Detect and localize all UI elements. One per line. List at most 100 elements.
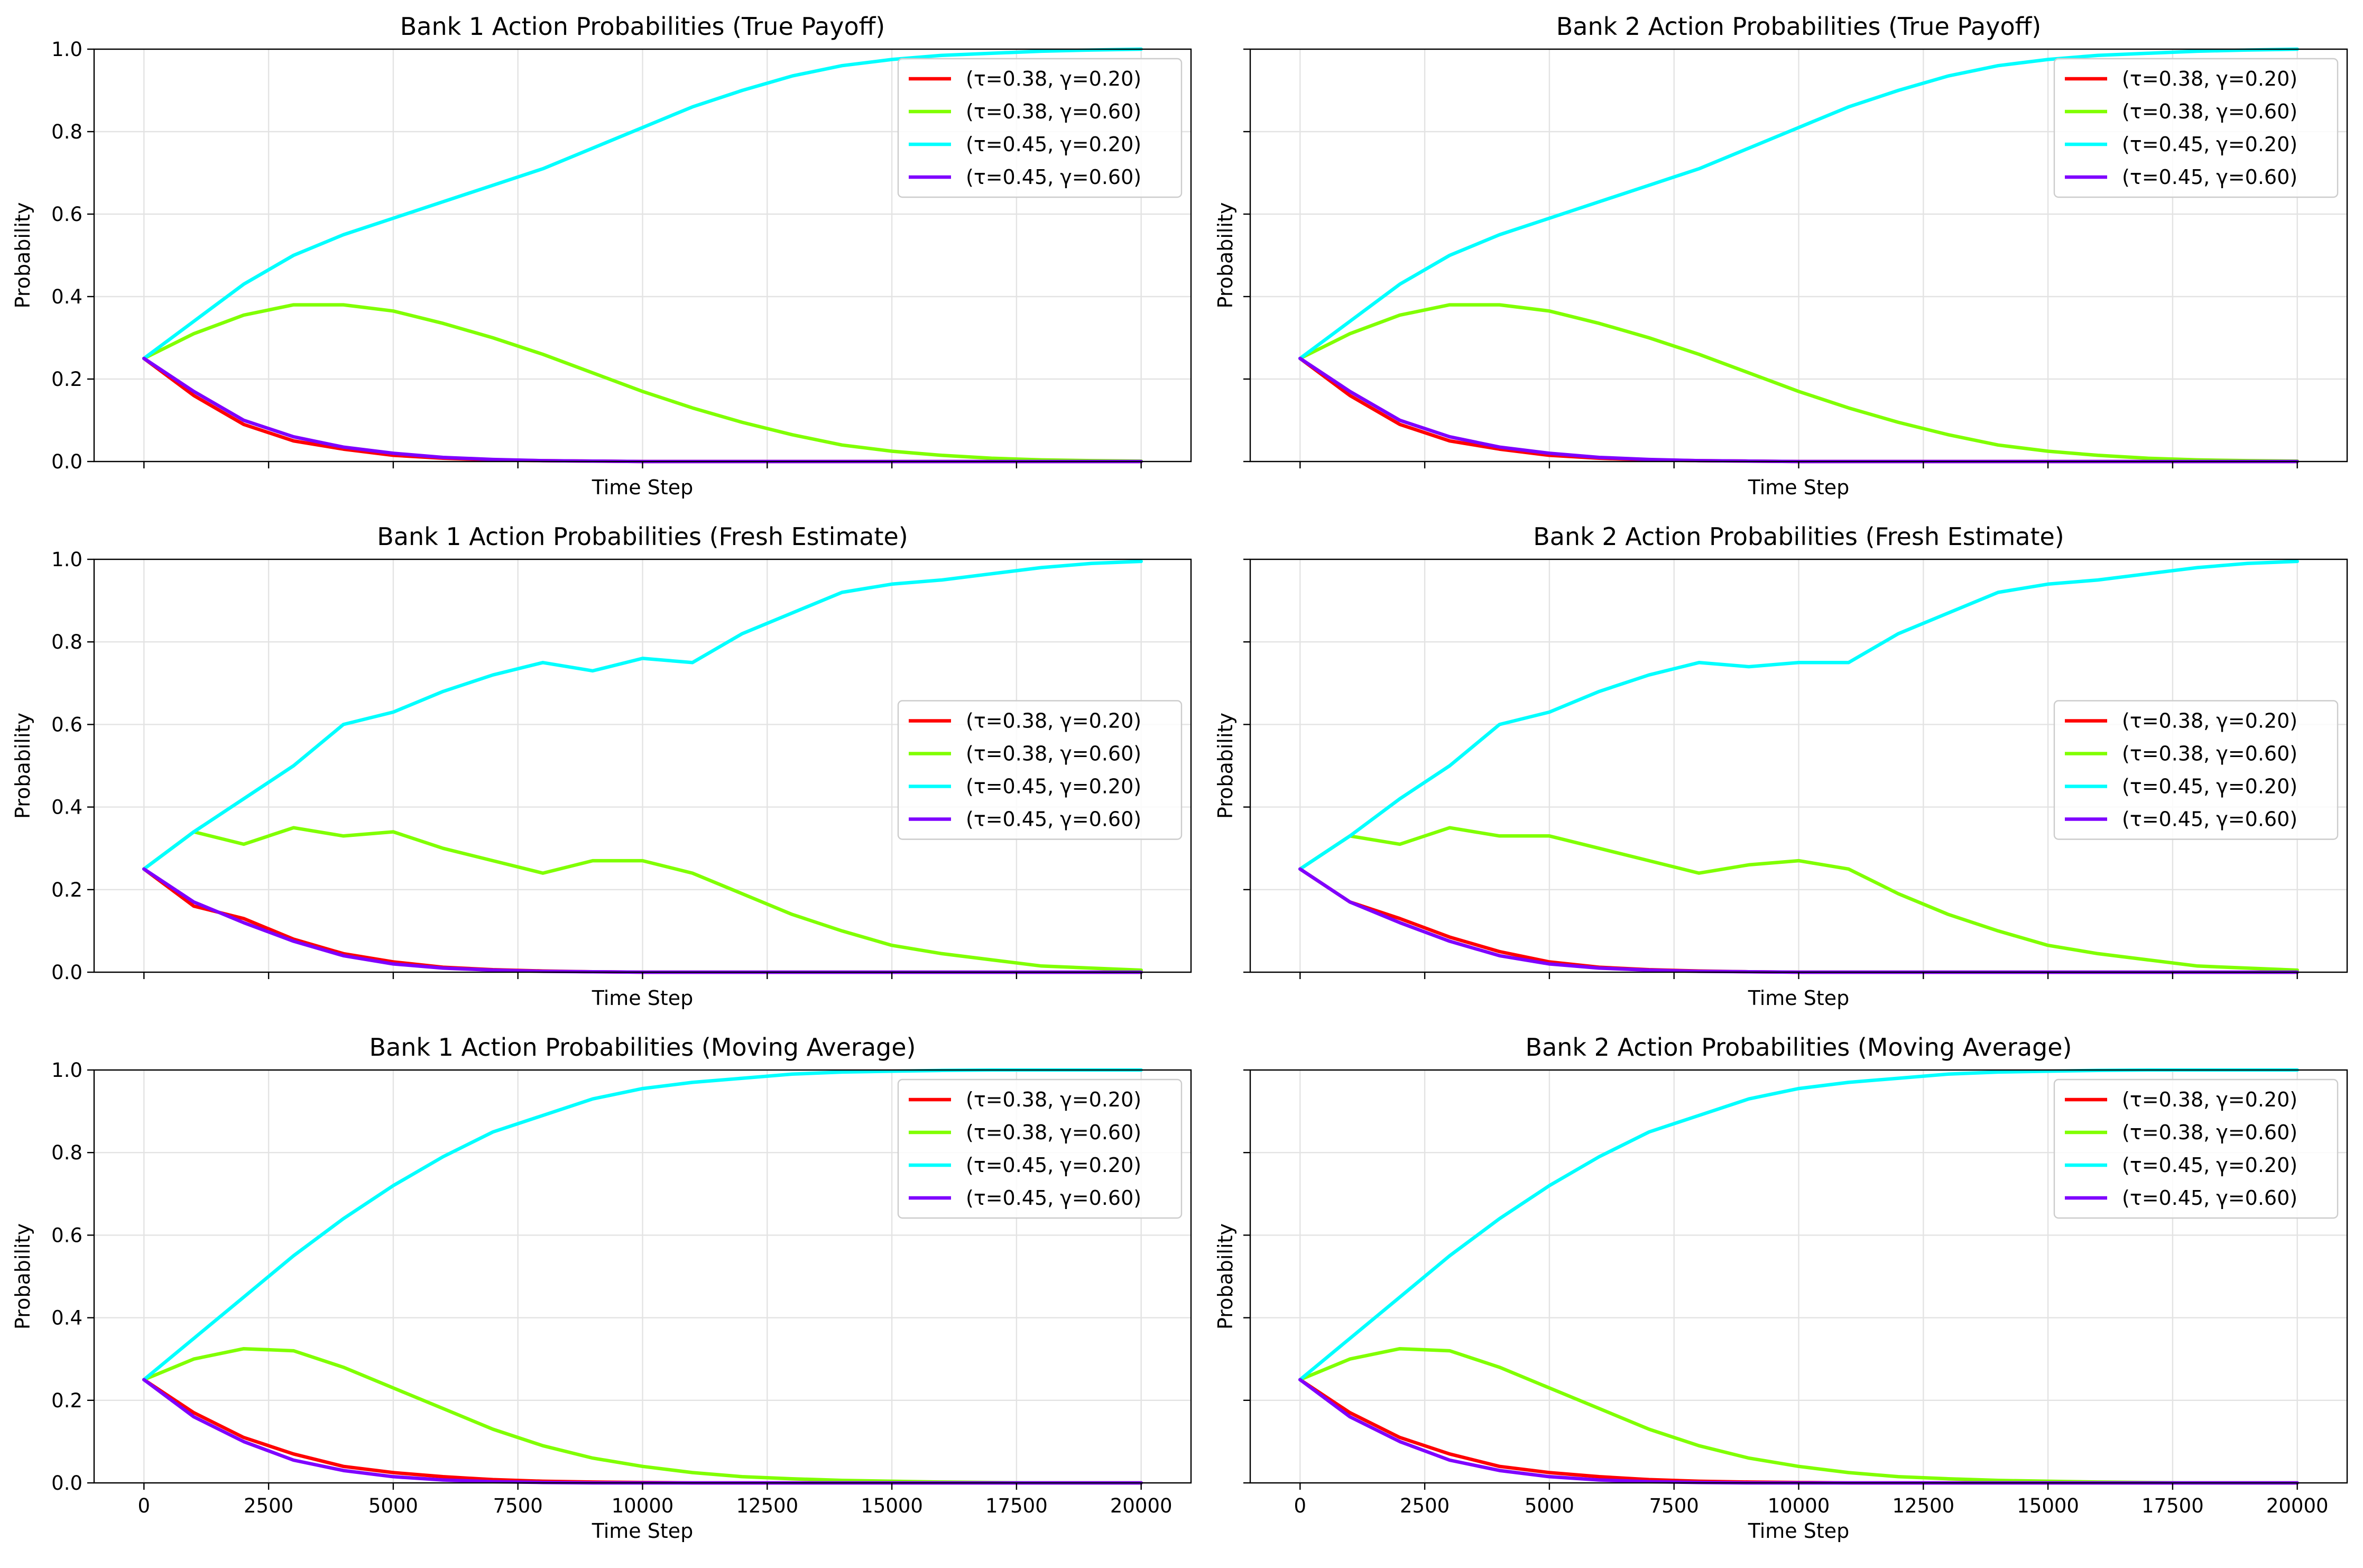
subplot-2: Bank 2 Action Probabilities (True Payoff… xyxy=(1214,12,2348,499)
chart-title: Bank 2 Action Probabilities (True Payoff… xyxy=(1556,12,2041,41)
legend: (τ=0.38, γ=0.20) (τ=0.38, γ=0.60) (τ=0.45,… xyxy=(2053,1078,2339,1219)
x-tick-label: 12500 xyxy=(1892,1495,1954,1517)
y-tick-label: 0.2 xyxy=(51,1389,82,1412)
legend-label: (τ=0.45, γ=0.60) xyxy=(2122,1186,2297,1210)
y-axis-label: Probability xyxy=(11,202,34,309)
y-tick-label: 0.6 xyxy=(51,1224,82,1247)
x-axis-label: Time Step xyxy=(592,986,694,1010)
x-tick-label: 17500 xyxy=(2142,1495,2204,1517)
chart-title: Bank 1 Action Probabilities (True Payoff… xyxy=(400,12,885,41)
y-axis-label: Probability xyxy=(1214,713,1237,819)
series-line-2 xyxy=(1298,826,2299,972)
y-tick-label: 0.4 xyxy=(51,1307,82,1330)
y-tick-label: 0.6 xyxy=(51,713,82,736)
chart-title: Bank 2 Action Probabilities (Moving Aver… xyxy=(1526,1033,2072,1062)
x-tick-label: 2500 xyxy=(1400,1495,1450,1517)
legend-label: (τ=0.38, γ=0.20) xyxy=(2122,67,2297,90)
y-tick-label: 0.0 xyxy=(51,450,82,473)
chart-title: Bank 2 Action Probabilities (Fresh Estim… xyxy=(1533,522,2064,551)
legend-label: (τ=0.38, γ=0.20) xyxy=(2122,709,2297,733)
y-tick-label: 0.8 xyxy=(51,631,82,653)
y-tick-label: 1.0 xyxy=(51,38,82,61)
x-axis-label: Time Step xyxy=(592,476,694,499)
legend-label: (τ=0.38, γ=0.20) xyxy=(966,1088,1141,1111)
x-axis-label: Time Step xyxy=(1748,986,1850,1010)
legend-box xyxy=(2053,1078,2339,1219)
y-tick-label: 0.6 xyxy=(51,203,82,226)
legend-label: (τ=0.45, γ=0.20) xyxy=(966,775,1141,798)
y-tick-label: 0.4 xyxy=(51,285,82,308)
y-tick-label: 0.4 xyxy=(51,796,82,819)
x-tick-label: 5000 xyxy=(1525,1495,1574,1517)
legend: (τ=0.38, γ=0.20) (τ=0.38, γ=0.60) (τ=0.45,… xyxy=(2053,58,2339,198)
legend-label: (τ=0.45, γ=0.60) xyxy=(2122,808,2297,831)
y-tick-label: 0.8 xyxy=(51,1141,82,1164)
y-tick-label: 1.0 xyxy=(51,548,82,571)
y-tick-label: 0.0 xyxy=(51,961,82,984)
legend-label: (τ=0.45, γ=0.60) xyxy=(966,808,1141,831)
x-tick-label: 5000 xyxy=(368,1495,418,1517)
series-line-2 xyxy=(1298,303,2299,463)
x-axis-label: Time Step xyxy=(1748,476,1850,499)
legend: (τ=0.38, γ=0.20) (τ=0.38, γ=0.60) (τ=0.45,… xyxy=(897,1078,1183,1219)
legend-label: (τ=0.45, γ=0.20) xyxy=(2122,775,2297,798)
legend-box xyxy=(897,1078,1183,1219)
legend: (τ=0.38, γ=0.20) (τ=0.38, γ=0.60) (τ=0.45,… xyxy=(897,700,1183,840)
y-axis-label: Probability xyxy=(1214,1223,1237,1330)
legend-box xyxy=(2053,700,2339,840)
legend: (τ=0.38, γ=0.20) (τ=0.38, γ=0.60) (τ=0.45,… xyxy=(2053,700,2339,840)
y-axis-label: Probability xyxy=(11,713,34,819)
y-tick-label: 0.0 xyxy=(51,1472,82,1495)
legend-box xyxy=(2053,58,2339,198)
legend-box xyxy=(897,700,1183,840)
series-line-2 xyxy=(142,303,1143,463)
legend-label: (τ=0.38, γ=0.20) xyxy=(2122,1088,2297,1111)
legend-label: (τ=0.45, γ=0.60) xyxy=(2122,165,2297,189)
x-tick-label: 15000 xyxy=(2017,1495,2079,1517)
x-tick-label: 2500 xyxy=(244,1495,293,1517)
legend-label: (τ=0.38, γ=0.60) xyxy=(966,1121,1141,1144)
series-line-3 xyxy=(142,47,1143,361)
x-tick-label: 15000 xyxy=(861,1495,923,1517)
legend-label: (τ=0.38, γ=0.60) xyxy=(2122,742,2297,765)
y-axis-label: Probability xyxy=(1214,202,1237,309)
legend-label: (τ=0.45, γ=0.20) xyxy=(966,1154,1141,1177)
legend-label: (τ=0.45, γ=0.20) xyxy=(966,133,1141,156)
legend: (τ=0.38, γ=0.20) (τ=0.38, γ=0.60) (τ=0.45,… xyxy=(897,58,1183,198)
x-tick-label: 7500 xyxy=(1649,1495,1699,1517)
x-tick-label: 20000 xyxy=(2266,1495,2329,1517)
y-tick-label: 1.0 xyxy=(51,1059,82,1082)
legend-label: (τ=0.38, γ=0.60) xyxy=(2122,1121,2297,1144)
chart-title: Bank 1 Action Probabilities (Fresh Estim… xyxy=(377,522,908,551)
y-axis-label: Probability xyxy=(11,1223,34,1330)
series-line-3 xyxy=(1298,47,2299,361)
legend-label: (τ=0.38, γ=0.20) xyxy=(966,67,1141,90)
chart-title: Bank 1 Action Probabilities (Moving Aver… xyxy=(370,1033,916,1062)
legend-label: (τ=0.45, γ=0.60) xyxy=(966,1186,1141,1210)
x-axis-label: Time Step xyxy=(592,1519,694,1543)
x-tick-label: 10000 xyxy=(612,1495,674,1517)
legend-label: (τ=0.45, γ=0.20) xyxy=(2122,1154,2297,1177)
subplot-6: 0 2500 5000 7500 10000 12500 15000 17500 20000 Ba… xyxy=(1214,1033,2348,1543)
x-tick-label: 0 xyxy=(1294,1495,1307,1517)
y-tick-label: 0.8 xyxy=(51,121,82,143)
x-tick-label: 0 xyxy=(138,1495,151,1517)
legend-label: (τ=0.38, γ=0.60) xyxy=(966,742,1141,765)
subplot-1: 0.0 0.2 0.4 0.6 0.8 1.0 Bank 1 Action Probabil… xyxy=(11,12,1192,499)
x-tick-label: 7500 xyxy=(493,1495,543,1517)
legend-label: (τ=0.38, γ=0.60) xyxy=(2122,100,2297,123)
series-line-2 xyxy=(142,826,1143,972)
legend-label: (τ=0.45, γ=0.20) xyxy=(2122,133,2297,156)
x-tick-label: 10000 xyxy=(1768,1495,1830,1517)
y-tick-label: 0.2 xyxy=(51,368,82,391)
subplot-5: 0 2500 5000 7500 10000 12500 15000 17500 20000 0.… xyxy=(11,1033,1192,1543)
legend-label: (τ=0.38, γ=0.20) xyxy=(966,709,1141,733)
series-line-3 xyxy=(142,559,1143,871)
legend-box xyxy=(897,58,1183,198)
subplot-3: 0.0 0.2 0.4 0.6 0.8 1.0 Bank 1 Action Probabil… xyxy=(11,522,1192,1010)
x-axis-label: Time Step xyxy=(1748,1519,1850,1543)
legend-label: (τ=0.45, γ=0.60) xyxy=(966,165,1141,189)
y-tick-label: 0.2 xyxy=(51,879,82,901)
x-tick-label: 20000 xyxy=(1110,1495,1173,1517)
